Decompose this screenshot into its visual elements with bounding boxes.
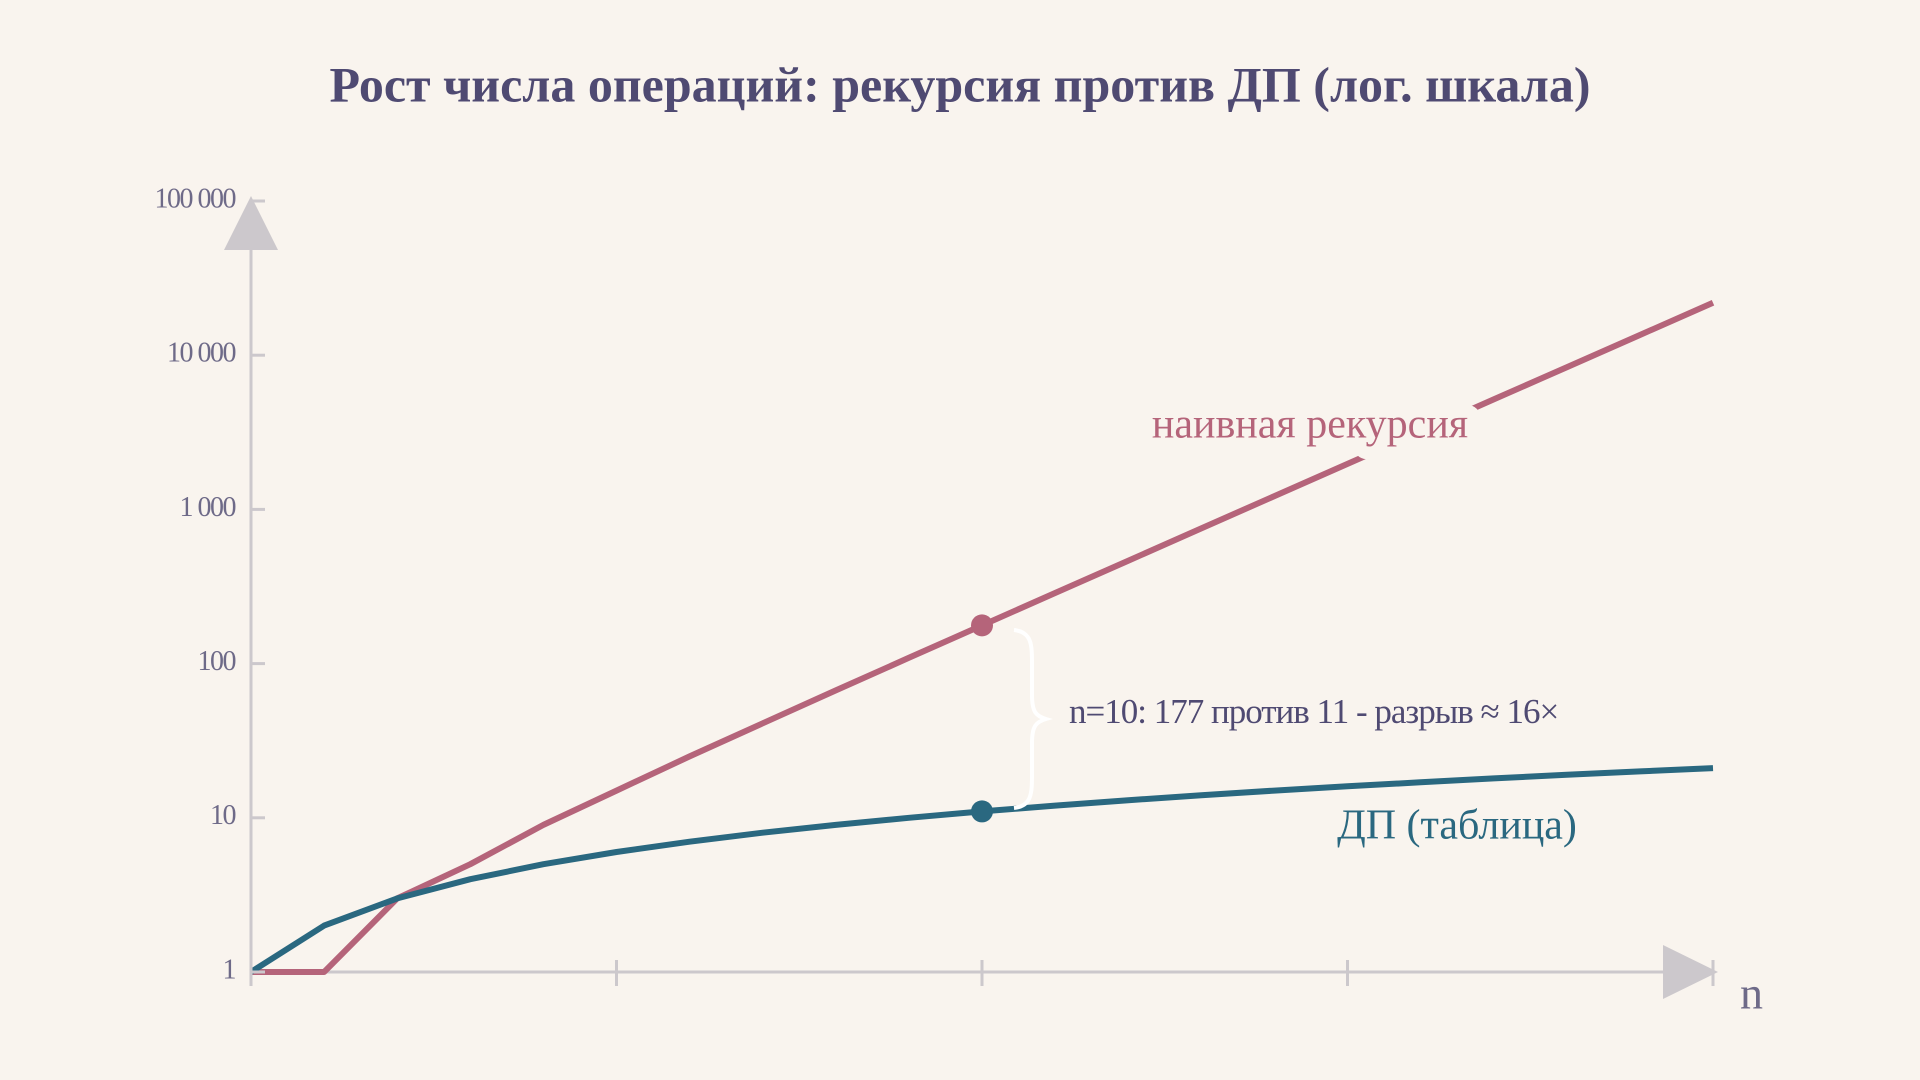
brace bbox=[1013, 628, 1053, 810]
chart-title: Рост числа операций: рекурсия против ДП … bbox=[330, 56, 1591, 112]
y-tick-label: 100 000 bbox=[155, 183, 236, 214]
y-tick-label: 100 bbox=[198, 646, 236, 677]
highlight-point bbox=[971, 614, 993, 637]
x-axis-label: n bbox=[1740, 968, 1763, 1019]
x-axis-arrow bbox=[1663, 945, 1718, 999]
y-tick-label: 10 000 bbox=[167, 338, 236, 369]
highlight-point bbox=[971, 800, 993, 823]
axes bbox=[224, 196, 1718, 999]
y-tick-label: 10 bbox=[210, 800, 236, 831]
annotation: n=10: 177 против 11 - разрыв ≈ 16× bbox=[1069, 692, 1558, 731]
y-tick-label: 1 000 bbox=[180, 492, 236, 523]
y-axis-arrow bbox=[224, 196, 278, 250]
series-label: ДП (таблица) bbox=[1337, 803, 1577, 849]
series-label: наивная рекурсия bbox=[1152, 402, 1468, 448]
y-tick-label: 1 bbox=[223, 954, 236, 985]
